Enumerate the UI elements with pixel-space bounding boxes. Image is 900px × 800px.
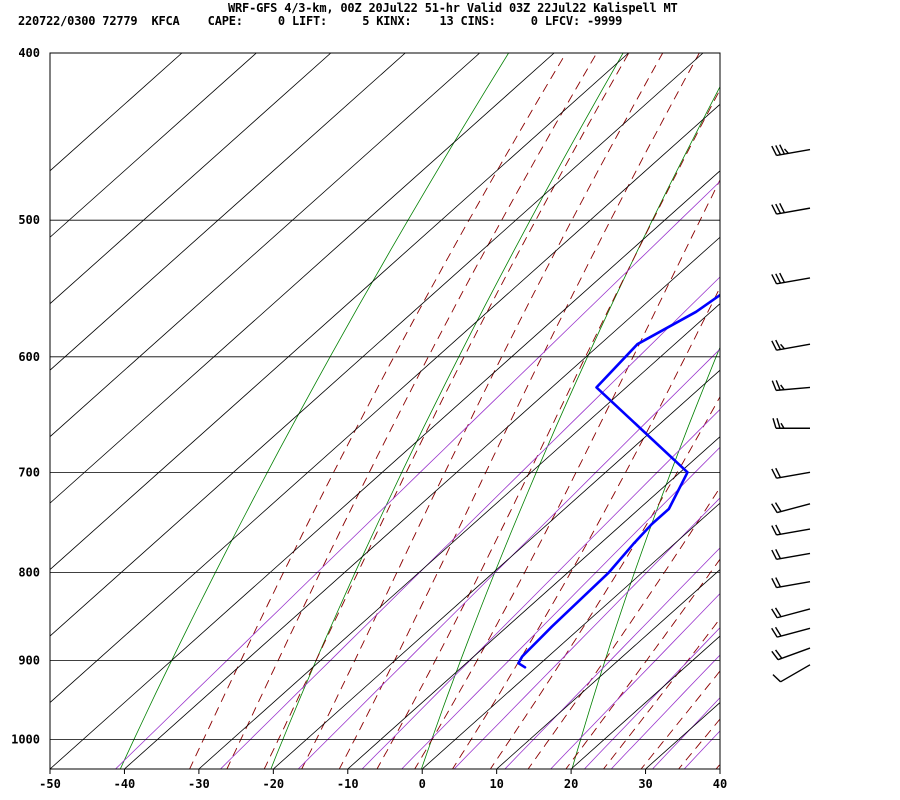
isotherm (50, 53, 257, 238)
wind-barbs (771, 144, 811, 683)
grid-lines (50, 53, 720, 769)
mixing-ratio-line (453, 497, 720, 769)
isotherm (50, 103, 720, 704)
sounding-indices-line: 220722/0300 72779 KFCA CAPE: 0 LIFT: 5 K… (18, 14, 623, 28)
moist-adiabat (263, 53, 630, 769)
mixing-ratio-line (219, 276, 720, 769)
x-tick-label: 0 (419, 777, 426, 791)
isotherm (421, 502, 720, 769)
wind-barb (771, 577, 811, 589)
isotherm (50, 53, 555, 504)
moist-adiabat (451, 286, 720, 769)
moist-adiabat (376, 88, 720, 769)
moist-adiabat (338, 53, 700, 769)
isotherm (347, 436, 720, 769)
wind-barb (771, 272, 811, 285)
mixing-ratio-line (401, 446, 720, 769)
isotherm (496, 569, 720, 769)
wind-barb (771, 380, 811, 392)
chart-title-line-1: WRF-GFS 4/3-km, 00Z 20Jul22 51-hr Valid … (228, 1, 678, 15)
isotherm (50, 53, 480, 438)
dry-adiabat (420, 85, 720, 769)
isotherm (570, 635, 720, 769)
wind-barb (772, 664, 811, 683)
y-axis-ticks: 400 500 600 700 800 900 1000 (11, 46, 40, 747)
wind-barb (771, 524, 811, 536)
wind-barb (771, 144, 811, 157)
mixing-ratio-line (297, 348, 720, 769)
y-tick-label: 1000 (11, 733, 40, 747)
x-tick-label: -50 (39, 777, 61, 791)
wind-barb (771, 502, 811, 514)
wind-barb (771, 607, 811, 619)
wind-barb (771, 626, 811, 638)
moist-adiabat (189, 53, 567, 769)
moist-adiabat (527, 486, 720, 769)
x-tick-label: 20 (564, 777, 578, 791)
mixing-ratio-line (550, 593, 720, 769)
moist-adiabat (489, 395, 720, 769)
mixing-ratio-line (504, 547, 720, 769)
y-tick-label: 600 (18, 350, 40, 364)
y-tick-label: 700 (18, 465, 40, 479)
isotherm (50, 53, 406, 371)
isotherm (198, 303, 720, 769)
temperature-profile (726, 150, 900, 668)
moist-adiabat (640, 670, 720, 769)
isotherm (50, 53, 629, 571)
x-tick-label: 30 (638, 777, 652, 791)
sounding-profiles (517, 150, 900, 669)
wind-barb (771, 548, 811, 561)
mixing-ratio-line (583, 627, 720, 769)
background-lines (114, 15, 900, 784)
y-tick-label: 900 (18, 654, 40, 668)
wind-barb (771, 467, 811, 479)
isotherm (273, 369, 720, 769)
x-tick-label: 40 (713, 777, 727, 791)
mixing-ratio-line (114, 180, 720, 769)
wind-barb (771, 647, 811, 661)
mixing-ratio-line (683, 730, 720, 769)
moist-adiabat (226, 53, 598, 769)
x-tick-label: -20 (262, 777, 284, 791)
moist-adiabat (301, 53, 664, 769)
isotherm (50, 53, 704, 637)
x-axis-ticks: -50 -40 -30 -20 -10 0 10 20 30 40 (39, 769, 727, 791)
dewpoint-profile (517, 293, 720, 669)
wind-barb (771, 339, 811, 351)
y-tick-label: 400 (18, 46, 40, 60)
y-tick-label: 500 (18, 213, 40, 227)
isotherm (50, 53, 332, 305)
dry-adiabat (719, 15, 900, 784)
moist-adiabat (715, 763, 720, 769)
isotherm (124, 236, 720, 769)
wind-barb (772, 418, 810, 429)
wind-barb (771, 202, 811, 215)
mixing-ratio-line (361, 408, 720, 769)
dry-adiabat (270, 53, 624, 769)
dry-adiabat (119, 53, 510, 769)
x-tick-label: -30 (188, 777, 210, 791)
dry-adiabat (571, 346, 720, 769)
x-tick-label: -40 (114, 777, 136, 791)
y-tick-label: 800 (18, 565, 40, 579)
isotherm (719, 768, 720, 769)
moist-adiabat (565, 558, 720, 769)
x-tick-label: 10 (489, 777, 503, 791)
moist-adiabat (602, 617, 720, 769)
moist-adiabat (678, 718, 720, 769)
plot-frame (49, 52, 721, 770)
isotherm (50, 170, 720, 769)
moist-adiabat (414, 178, 720, 769)
mixing-ratio-line (610, 654, 720, 769)
x-tick-label: -10 (337, 777, 359, 791)
dry-adiabat (871, 15, 900, 784)
mixing-ratio-line (651, 697, 720, 769)
